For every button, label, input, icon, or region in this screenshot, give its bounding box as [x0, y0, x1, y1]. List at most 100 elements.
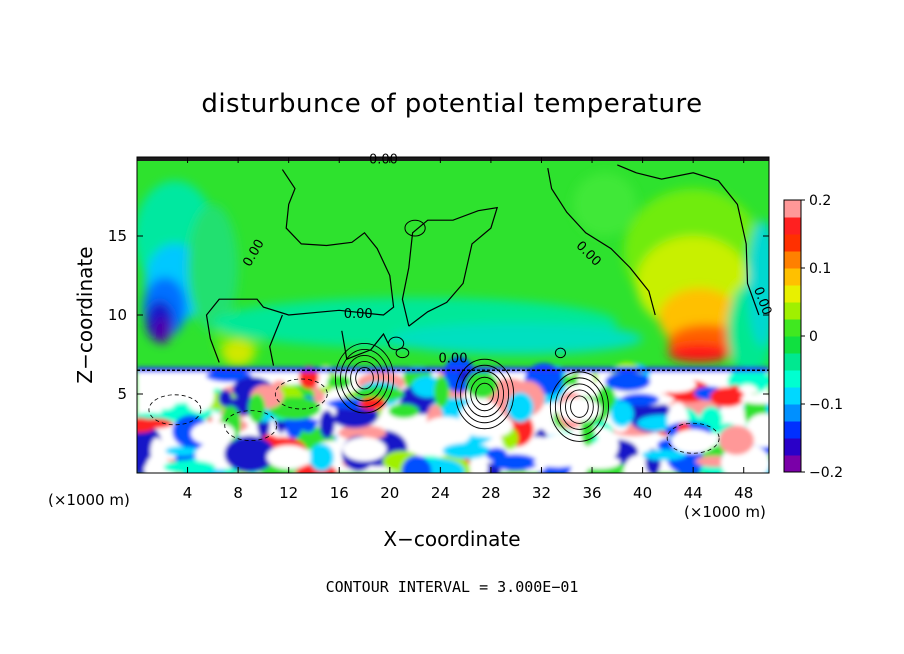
field-blob [667, 343, 732, 363]
field-blob [222, 340, 254, 366]
colorbar-swatch [784, 251, 801, 269]
colorbar-swatch [784, 438, 801, 456]
turbulent-patch [150, 437, 164, 464]
turbulent-patch [309, 443, 334, 472]
x-tick-label: 20 [380, 484, 399, 502]
zero-contour [341, 330, 391, 361]
dashed-contour [224, 410, 278, 442]
vortex-contour [554, 377, 604, 436]
vortex-contour [475, 382, 494, 406]
y-tick-label: 5 [117, 385, 127, 403]
colorbar-tick-label: −0.2 [809, 465, 843, 481]
turbulent-patch [165, 446, 199, 456]
field-blob [153, 318, 172, 344]
white-patch [671, 429, 716, 454]
turbulent-patch [218, 389, 232, 407]
field-blob [389, 322, 643, 355]
colorbar-labels: 0.2 0.1 0 −0.1 −0.2 [801, 193, 843, 481]
x-unit-right: (×1000 m) [684, 503, 766, 521]
x-tick-label: 12 [279, 484, 298, 502]
turbulent-patch [543, 433, 589, 459]
vortex-contour [465, 370, 505, 418]
x-axis-label: X−coordinate [383, 527, 520, 551]
zero-contour [205, 169, 395, 363]
vortex-contour [455, 358, 515, 430]
x-tick-label: 32 [532, 484, 551, 502]
vortex-contour [470, 376, 499, 412]
field-blob [573, 172, 637, 236]
colorbar-swatch [784, 370, 801, 388]
turbulent-patch [642, 449, 687, 461]
turbulent-patch [506, 392, 534, 423]
field-blob [747, 220, 769, 347]
turbulent-patch [652, 376, 697, 393]
turbulent-patch [466, 370, 498, 399]
contour-label: 0.00 [369, 152, 398, 167]
turbulent-patch [576, 455, 621, 469]
dashed-contour [148, 394, 202, 426]
colorbar-swatch [784, 302, 801, 320]
colorbar-tick-label: 0.2 [809, 193, 831, 209]
colorbar-swatch [784, 455, 801, 473]
x-tick-label: 8 [233, 484, 243, 502]
vortex-contour [460, 364, 510, 424]
vortex-contour [549, 371, 609, 442]
turbulent-patch [185, 379, 215, 412]
turbulent-patch [224, 435, 275, 473]
colorbar-swatch [784, 268, 801, 286]
turbulent-patch [137, 417, 157, 433]
turbulent-patch [620, 393, 660, 407]
small-contour [404, 219, 426, 237]
zero-contour [617, 164, 760, 316]
small-contour [395, 347, 410, 359]
turbulent-patch [420, 417, 472, 448]
colorbar-swatch [784, 217, 801, 235]
vortex-contour [570, 395, 589, 418]
vortex-contour [345, 354, 384, 402]
turbulent-patch [442, 442, 491, 459]
chart-title: disturbunce of potential temperature [201, 89, 702, 119]
x-tick-label: 48 [734, 484, 753, 502]
contour-lines [137, 164, 769, 454]
colorbar-swatch [784, 387, 801, 405]
vortex-contour [334, 342, 395, 414]
turbulent-patch [327, 374, 352, 389]
turbulent-patch [710, 387, 745, 407]
turbulent-patch [338, 424, 387, 441]
small-contour [554, 347, 566, 359]
turbulent-patch [163, 460, 216, 473]
colorbar-swatch [784, 404, 801, 422]
turbulent-patch [740, 393, 769, 404]
turbulent-patch [486, 447, 508, 462]
zero-contour [547, 167, 656, 316]
colorbar-tick-label: 0.1 [809, 261, 831, 277]
turbulent-patch [433, 376, 450, 408]
dashed-contour [666, 422, 720, 454]
white-patch [468, 413, 513, 438]
vortex-contour [565, 389, 594, 424]
turbulent-patch [401, 455, 432, 473]
top-boundary-contours [137, 157, 769, 161]
vortex-contour [340, 348, 389, 408]
x-axis-ticks: 4 8 12 16 20 24 28 32 36 40 44 48 [183, 157, 753, 502]
turbulent-patch [718, 425, 755, 455]
turbulent-patch [577, 369, 595, 393]
zero-contour [269, 314, 283, 366]
turbulent-patch [469, 456, 488, 473]
white-patch [557, 397, 602, 422]
colorbar-tick-label: −0.1 [809, 397, 843, 413]
field-blob [187, 204, 239, 331]
colorbar-tick-label: 0 [809, 329, 818, 345]
colorbar-swatch [784, 353, 801, 371]
x-tick-label: 44 [684, 484, 703, 502]
dashed-contour [274, 378, 328, 410]
contour-label: 0.00 [344, 307, 373, 322]
turbulent-patch [268, 396, 321, 420]
vortex-contour [559, 383, 599, 430]
small-contour [388, 336, 405, 351]
colorbar-swatch [784, 336, 801, 354]
turbulent-patch [155, 384, 178, 410]
turbulent-patch [206, 370, 253, 382]
